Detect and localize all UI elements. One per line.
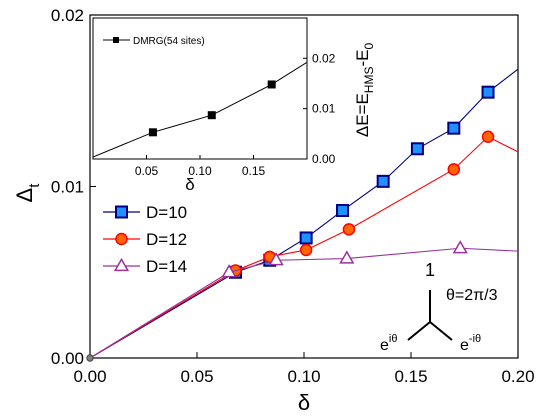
inset-x-tick-label: 0.10 (188, 164, 212, 178)
main-x-tick-label: 0.05 (180, 367, 213, 386)
inset-y-tick-label: 0.00 (312, 152, 336, 166)
svg-text:ΔE=EHMS-E0: ΔE=EHMS-E0 (353, 43, 376, 138)
legend-item: D=10 (103, 203, 187, 222)
diagram-right-label: e-iθ (460, 333, 481, 354)
inset-legend-label: DMRG(54 sites) (133, 36, 205, 47)
legend-label: D=14 (146, 257, 187, 276)
diagram-theta-label: θ=2π/3 (446, 287, 498, 304)
main-data-point (452, 240, 468, 254)
main-data-point (410, 142, 424, 156)
legend-marker (115, 232, 128, 246)
y-axis-title: Δt (12, 183, 43, 203)
inset-data-point (148, 128, 157, 137)
main-data-point (336, 204, 350, 218)
inset-data-point (267, 80, 276, 89)
main-origin-point (86, 354, 94, 362)
main-data-point (481, 130, 495, 144)
main-x-tick-label: 0.00 (73, 367, 106, 386)
legend: D=10 D=12 D=14 (103, 203, 187, 276)
main-series-group (86, 68, 518, 362)
main-data-point (268, 252, 284, 266)
main-data-point (342, 223, 356, 236)
main-data-point (299, 231, 313, 245)
inset-axis-ticks: 0.05 0.10 0.15 0.00 0.01 0.02 (135, 51, 336, 178)
legend-label: D=12 (146, 230, 187, 249)
main-series-2 (90, 240, 518, 358)
inset-y-tick-label: 0.02 (312, 51, 336, 65)
legend-item: D=12 (103, 230, 187, 249)
x-axis-title: δ (298, 390, 310, 415)
inset-plot-frame (92, 17, 308, 160)
diagram-top-label: 1 (425, 260, 435, 280)
inset-x-tick-label: 0.15 (242, 164, 266, 178)
inset-x-axis-title: δ (185, 175, 194, 194)
main-y-tick-label: 0.00 (51, 349, 84, 368)
main-x-tick-label: 0.20 (501, 367, 534, 386)
inset-y-axis-title: ΔE=EHMS-E0 (353, 43, 376, 138)
main-x-tick-label: 0.10 (287, 367, 320, 386)
main-data-point (447, 121, 461, 135)
legend-label: D=10 (146, 203, 187, 222)
inset-legend-marker (113, 37, 119, 43)
main-data-point (447, 163, 461, 176)
legend-item: D=14 (103, 257, 187, 276)
main-y-tick-label: 0.02 (51, 6, 84, 25)
main-y-tick-label: 0.01 (51, 178, 84, 197)
inset-x-tick-label: 0.05 (135, 164, 159, 178)
main-series-line (90, 247, 518, 358)
diagram-arm-right (429, 321, 453, 341)
legend-marker (115, 205, 128, 219)
legend-marker (113, 257, 130, 272)
main-data-point (376, 174, 390, 188)
main-data-point (339, 250, 355, 264)
main-axis-ticks: 0.00 0.05 0.10 0.15 0.20 0.00 0.01 0.02 (51, 6, 535, 386)
inset-series-group: DMRG(54 sites) (93, 36, 307, 158)
inset-series-0 (93, 61, 307, 158)
phase-diagram: 1 θ=2π/3 eiθ e-iθ (380, 260, 498, 354)
svg-text:Δt: Δt (12, 183, 43, 203)
inset-y-tick-label: 0.01 (312, 102, 336, 116)
main-data-point (221, 264, 237, 278)
main-data-point (481, 85, 495, 99)
main-data-point (299, 243, 313, 257)
main-x-tick-label: 0.15 (394, 367, 427, 386)
inset-data-point (207, 111, 216, 120)
diagram-left-label: eiθ (380, 333, 397, 354)
diagram-arm-left (407, 321, 431, 341)
